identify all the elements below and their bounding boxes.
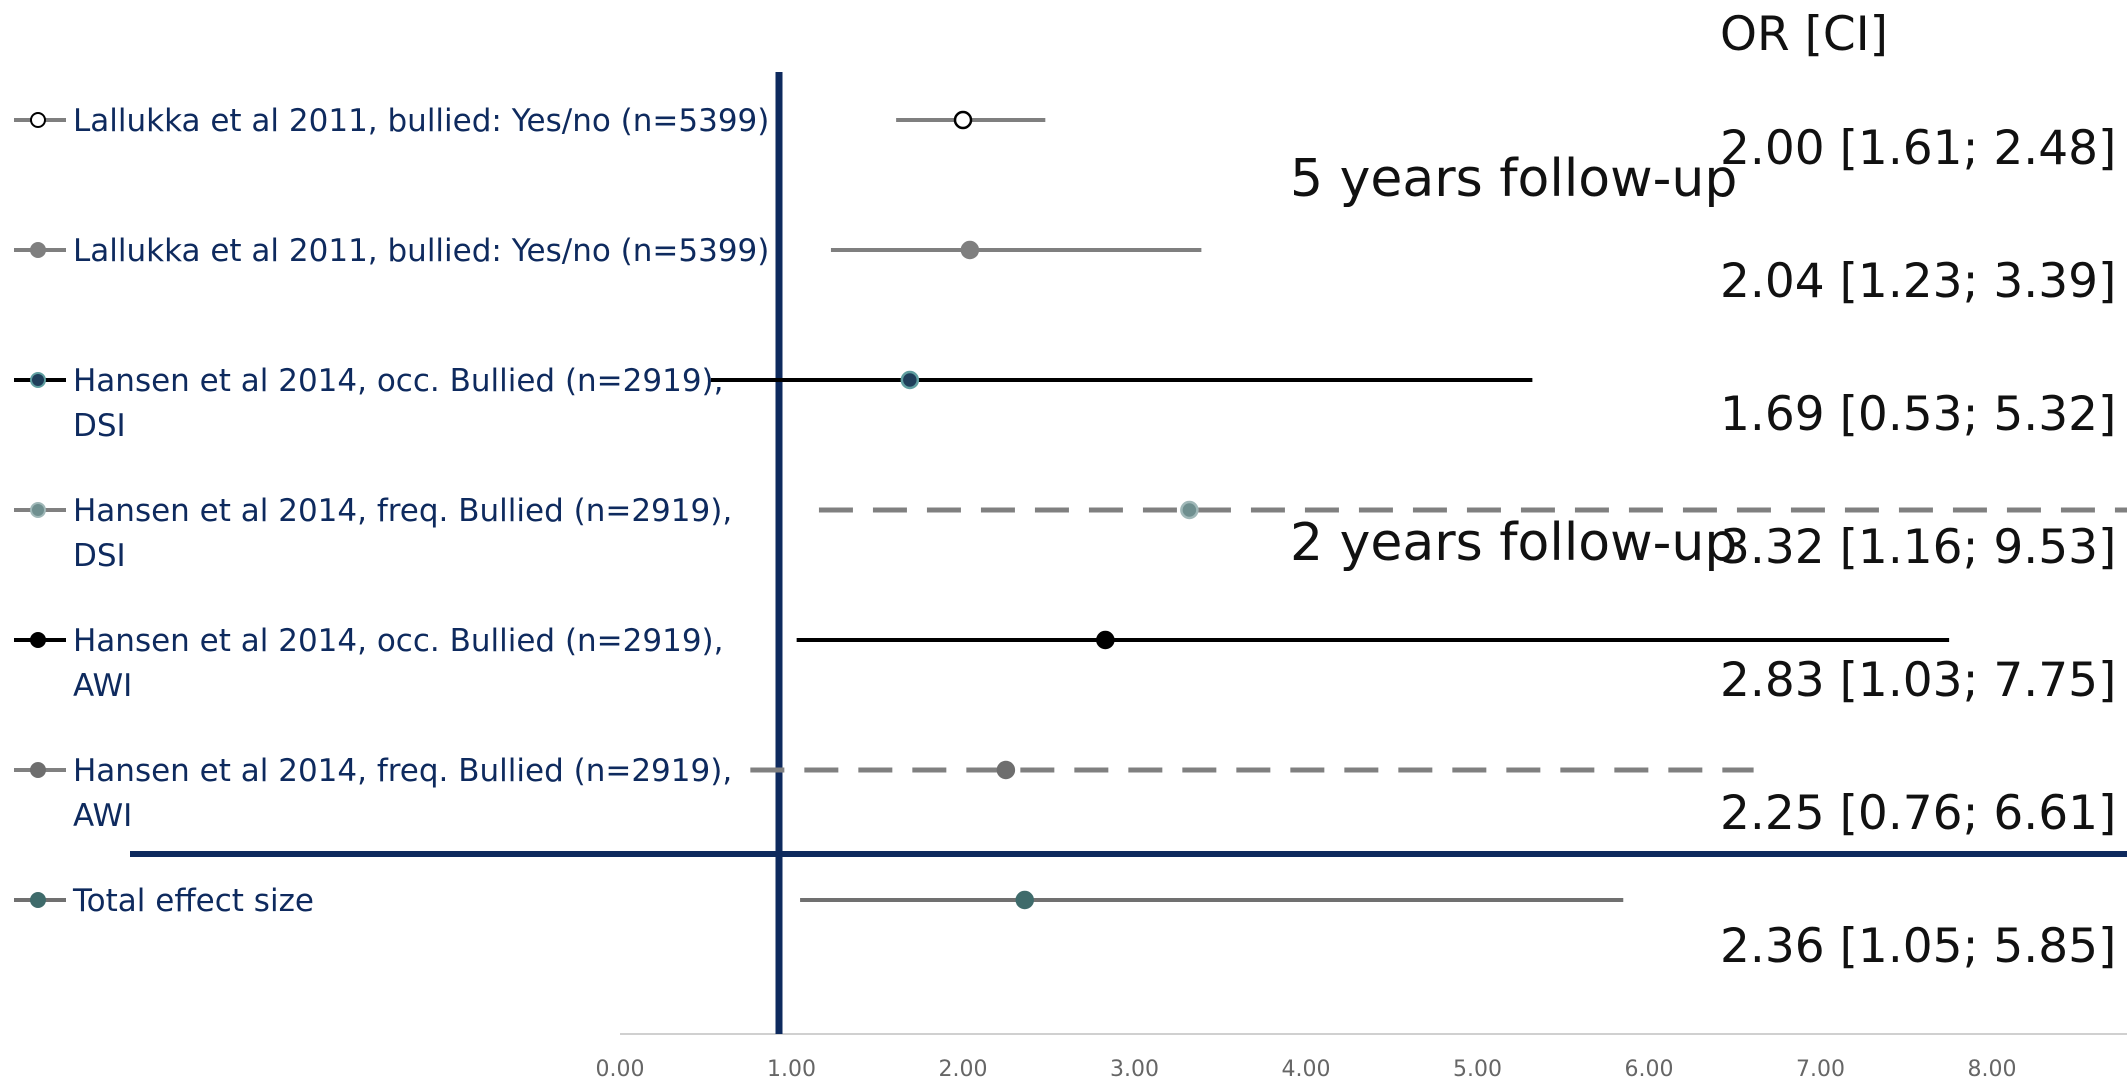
study-label: Hansen et al 2014, occ. Bullied (n=2919)… bbox=[73, 363, 724, 399]
study-row: Hansen et al 2014, freq. Bullied (n=2919… bbox=[14, 753, 2116, 841]
study-label: DSI bbox=[73, 538, 126, 574]
study-row: Hansen et al 2014, freq. Bullied (n=2919… bbox=[14, 493, 2127, 575]
point-estimate bbox=[953, 110, 973, 130]
x-tick-label: 4.00 bbox=[1282, 1057, 1331, 1081]
legend-key-marker bbox=[30, 112, 46, 128]
legend-key-marker bbox=[30, 242, 46, 258]
legend-key-marker bbox=[30, 762, 46, 778]
study-label: AWI bbox=[73, 798, 132, 834]
study-label: Total effect size bbox=[72, 883, 314, 919]
x-tick-label: 6.00 bbox=[1625, 1057, 1674, 1081]
x-tick-label: 0.00 bbox=[596, 1057, 645, 1081]
ci-value-text: 2.36 [1.05; 5.85] bbox=[1720, 919, 2116, 974]
ci-column-header: OR [CI] bbox=[1720, 7, 1888, 62]
study-row: Lallukka et al 2011, bullied: Yes/no (n=… bbox=[14, 233, 2116, 309]
point-estimate bbox=[1180, 500, 1199, 520]
legend-key-marker bbox=[30, 632, 46, 648]
ci-value-text: 2.83 [1.03; 7.75] bbox=[1720, 653, 2116, 708]
point-estimate bbox=[960, 240, 980, 260]
point-estimate bbox=[996, 760, 1016, 780]
annotation-2-years: 2 years follow-up bbox=[1290, 513, 1737, 573]
study-row: Total effect size 2.36 [1.05; 5.85] bbox=[14, 883, 2116, 974]
legend-key-marker bbox=[30, 372, 46, 388]
point-estimate bbox=[1015, 890, 1034, 910]
x-tick-label: 2.00 bbox=[939, 1057, 988, 1081]
point-estimate bbox=[900, 370, 920, 390]
study-label: Lallukka et al 2011, bullied: Yes/no (n=… bbox=[73, 233, 769, 269]
legend-key-marker bbox=[30, 892, 46, 908]
x-tick-label: 3.00 bbox=[1110, 1057, 1159, 1081]
x-axis: 0.00 1.00 2.00 3.00 4.00 5.00 6.00 7.00 8.00 bbox=[596, 1033, 2127, 1081]
study-row: Hansen et al 2014, occ. Bullied (n=2919)… bbox=[14, 623, 2116, 708]
study-rows: Lallukka et al 2011, bullied: Yes/no (n=… bbox=[14, 103, 2127, 974]
ci-value-text: 1.69 [0.53; 5.32] bbox=[1720, 387, 2116, 442]
study-label: Lallukka et al 2011, bullied: Yes/no (n=… bbox=[73, 103, 769, 139]
x-tick-label: 7.00 bbox=[1796, 1057, 1845, 1081]
legend-key-marker bbox=[30, 502, 46, 518]
study-label: Hansen et al 2014, freq. Bullied (n=2919… bbox=[73, 493, 732, 529]
x-tick-label: 8.00 bbox=[1968, 1057, 2017, 1081]
study-label: Hansen et al 2014, occ. Bullied (n=2919)… bbox=[73, 623, 724, 659]
study-row: Hansen et al 2014, occ. Bullied (n=2919)… bbox=[14, 363, 2116, 444]
x-tick-label: 5.00 bbox=[1453, 1057, 1502, 1081]
ci-value-text: 2.00 [1.61; 2.48] bbox=[1720, 121, 2116, 176]
ci-value-text: 2.04 [1.23; 3.39] bbox=[1720, 254, 2116, 309]
point-estimate bbox=[1096, 630, 1115, 650]
study-label: Hansen et al 2014, freq. Bullied (n=2919… bbox=[73, 753, 732, 789]
study-row: Lallukka et al 2011, bullied: Yes/no (n=… bbox=[14, 103, 2116, 176]
ci-value-text: 3.32 [1.16; 9.53] bbox=[1720, 520, 2116, 575]
ci-value-text: 2.25 [0.76; 6.61] bbox=[1720, 786, 2116, 841]
study-label: DSI bbox=[73, 408, 126, 444]
annotation-5-years: 5 years follow-up bbox=[1290, 149, 1737, 209]
x-tick-label: 1.00 bbox=[767, 1057, 816, 1081]
study-label: AWI bbox=[73, 668, 132, 704]
